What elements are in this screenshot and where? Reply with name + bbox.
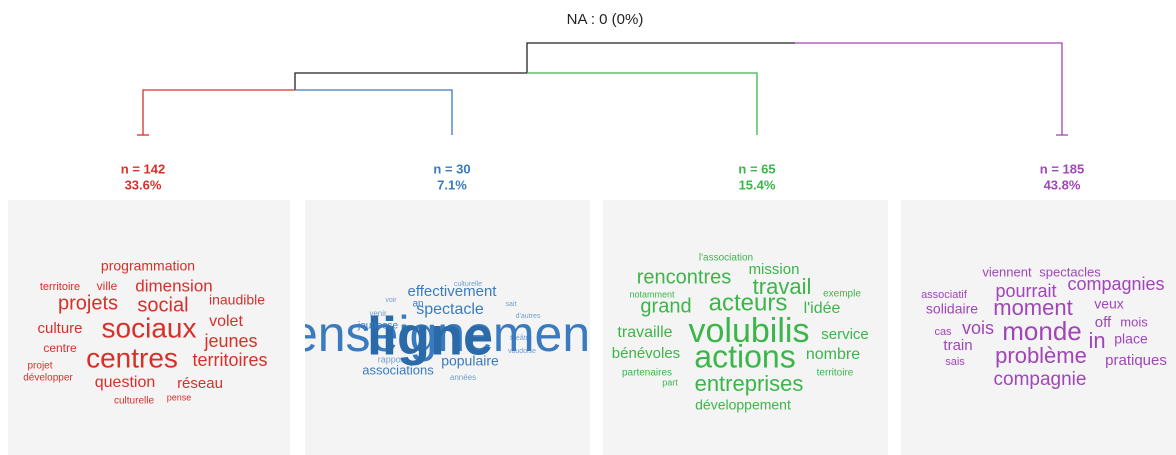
panel	[603, 200, 888, 455]
word: social	[137, 294, 188, 316]
word: travail	[753, 274, 812, 299]
word: enseignement	[290, 306, 604, 362]
word: populaire	[441, 353, 499, 369]
word: venir	[369, 309, 387, 318]
panel	[305, 200, 590, 455]
word: territoire	[817, 368, 854, 379]
word: partenaires	[622, 368, 672, 379]
cluster-size: n = 30	[433, 161, 470, 176]
word: projet	[27, 361, 52, 372]
word: culturelle	[114, 396, 154, 407]
word: développement	[695, 397, 791, 413]
word: pourrait	[995, 281, 1056, 301]
word: grand	[640, 295, 691, 317]
title: NA : 0 (0%)	[567, 11, 644, 28]
word: réseau	[177, 375, 223, 392]
word: l'idée	[804, 300, 841, 317]
word-cloud: programmation territoire ville dimension pro…	[23, 258, 267, 407]
word: compagnies	[1067, 274, 1164, 294]
word: vaudoise	[508, 348, 536, 355]
word: voir	[385, 297, 397, 304]
word: bénévoles	[612, 345, 680, 362]
word: notamment	[629, 289, 675, 299]
word: in	[1088, 328, 1105, 353]
word: théâtre	[510, 335, 532, 342]
cluster-percent: 43.8%	[1044, 177, 1081, 192]
word: pense	[167, 392, 192, 402]
word: l'association	[699, 253, 753, 264]
word: rencontres	[637, 266, 732, 288]
panel	[901, 200, 1176, 455]
word: pratiques	[1105, 352, 1167, 369]
word: ville	[97, 279, 118, 293]
word: programmation	[101, 258, 195, 274]
cluster-percent: 7.1%	[437, 177, 467, 192]
word: an	[412, 299, 423, 310]
word: ligne	[367, 306, 493, 366]
word: volubilis	[689, 312, 810, 350]
word: solidaire	[926, 301, 978, 317]
word: sais	[945, 356, 965, 368]
word: travaille	[617, 324, 672, 341]
word: associatif	[921, 289, 968, 301]
word: centres	[86, 342, 178, 373]
word: volet	[209, 313, 243, 330]
word: jeunes	[203, 331, 257, 351]
word: jeunesse	[357, 321, 398, 332]
word: rapport	[378, 354, 407, 364]
word: part	[662, 377, 678, 387]
word: mission	[749, 261, 800, 278]
cluster-percent: 33.6%	[125, 177, 162, 192]
word: actions	[694, 338, 795, 374]
word: problème	[995, 343, 1087, 368]
word: question	[95, 374, 156, 391]
word: sait	[506, 301, 517, 308]
word: d'autres	[516, 313, 541, 320]
word: culture	[37, 320, 82, 337]
word: veux	[1094, 296, 1124, 312]
panel	[8, 200, 290, 455]
word: territoires	[192, 350, 267, 370]
word: années	[450, 373, 476, 382]
word: entreprises	[695, 371, 804, 396]
word: spectacles	[1039, 264, 1101, 279]
word: inaudible	[209, 292, 265, 308]
word: projets	[58, 292, 118, 314]
word: moment	[993, 295, 1072, 320]
word: exemple	[823, 289, 861, 300]
word: monde	[1002, 316, 1082, 346]
word: train	[943, 337, 972, 354]
word: spectacle	[416, 301, 484, 318]
cluster-size: n = 142	[121, 161, 165, 176]
word: service	[821, 326, 869, 343]
word: culturelle	[454, 281, 482, 288]
word: dimension	[135, 276, 213, 295]
cluster-size: n = 185	[1040, 161, 1084, 176]
word: off	[1095, 314, 1112, 331]
word: cas	[934, 326, 952, 338]
word: viennent	[982, 264, 1032, 279]
tree	[137, 42, 1068, 136]
word: développer	[23, 373, 73, 384]
word: effectivement	[408, 283, 498, 300]
word: sociaux	[102, 312, 197, 343]
word: territoire	[40, 281, 80, 293]
word: mois	[1120, 314, 1148, 329]
word: vois	[962, 318, 994, 338]
word: place	[1114, 331, 1148, 347]
word: compagnie	[994, 369, 1087, 390]
word: associations	[362, 362, 434, 377]
word: centre	[43, 341, 77, 355]
cluster-size: n = 65	[738, 161, 775, 176]
cluster-percent: 15.4%	[739, 177, 776, 192]
word: nombre	[806, 346, 860, 363]
word: acteurs	[709, 289, 788, 316]
